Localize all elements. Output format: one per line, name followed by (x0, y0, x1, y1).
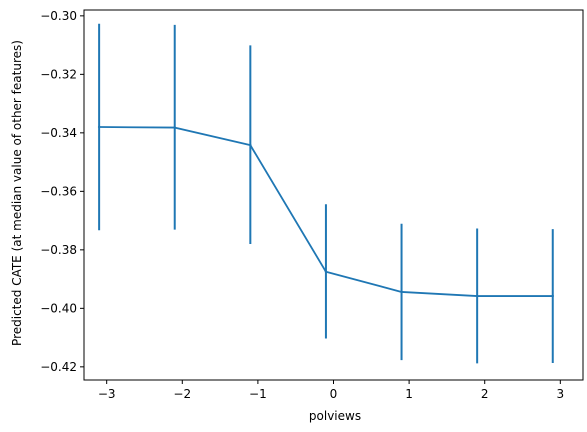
y-tick-label: −0.36 (40, 184, 77, 198)
data-point (324, 270, 328, 273)
x-axis-label: polviews (309, 409, 361, 423)
series-layer (97, 23, 554, 364)
x-tick-label: −3 (98, 387, 116, 401)
data-point (400, 290, 403, 294)
axes-layer: −3 −2 −1 0 1 2 3 −0.42 −0.40 −0.38 −0.36 −0.34 −0.32… (40, 9, 584, 401)
x-tick-label: −1 (249, 387, 267, 401)
data-point (475, 294, 479, 298)
data-point (97, 125, 101, 129)
y-axis-label: Predicted CATE (at median value of other… (10, 40, 24, 346)
x-tick-label: 3 (556, 387, 564, 401)
data-point (249, 143, 252, 147)
x-tick-label: −2 (173, 387, 191, 401)
x-tick-label: 1 (405, 387, 413, 401)
x-tick-label: 2 (481, 387, 489, 401)
y-tick-label: −0.34 (40, 126, 77, 140)
y-tick-label: −0.42 (40, 360, 77, 374)
x-tick-label: 0 (330, 387, 338, 401)
y-tick-label: −0.38 (40, 243, 77, 257)
data-point (551, 294, 554, 298)
y-tick-label: −0.32 (40, 67, 77, 81)
data-point (173, 126, 176, 129)
y-tick-label: −0.30 (40, 9, 77, 23)
y-tick-label: −0.40 (40, 301, 77, 315)
